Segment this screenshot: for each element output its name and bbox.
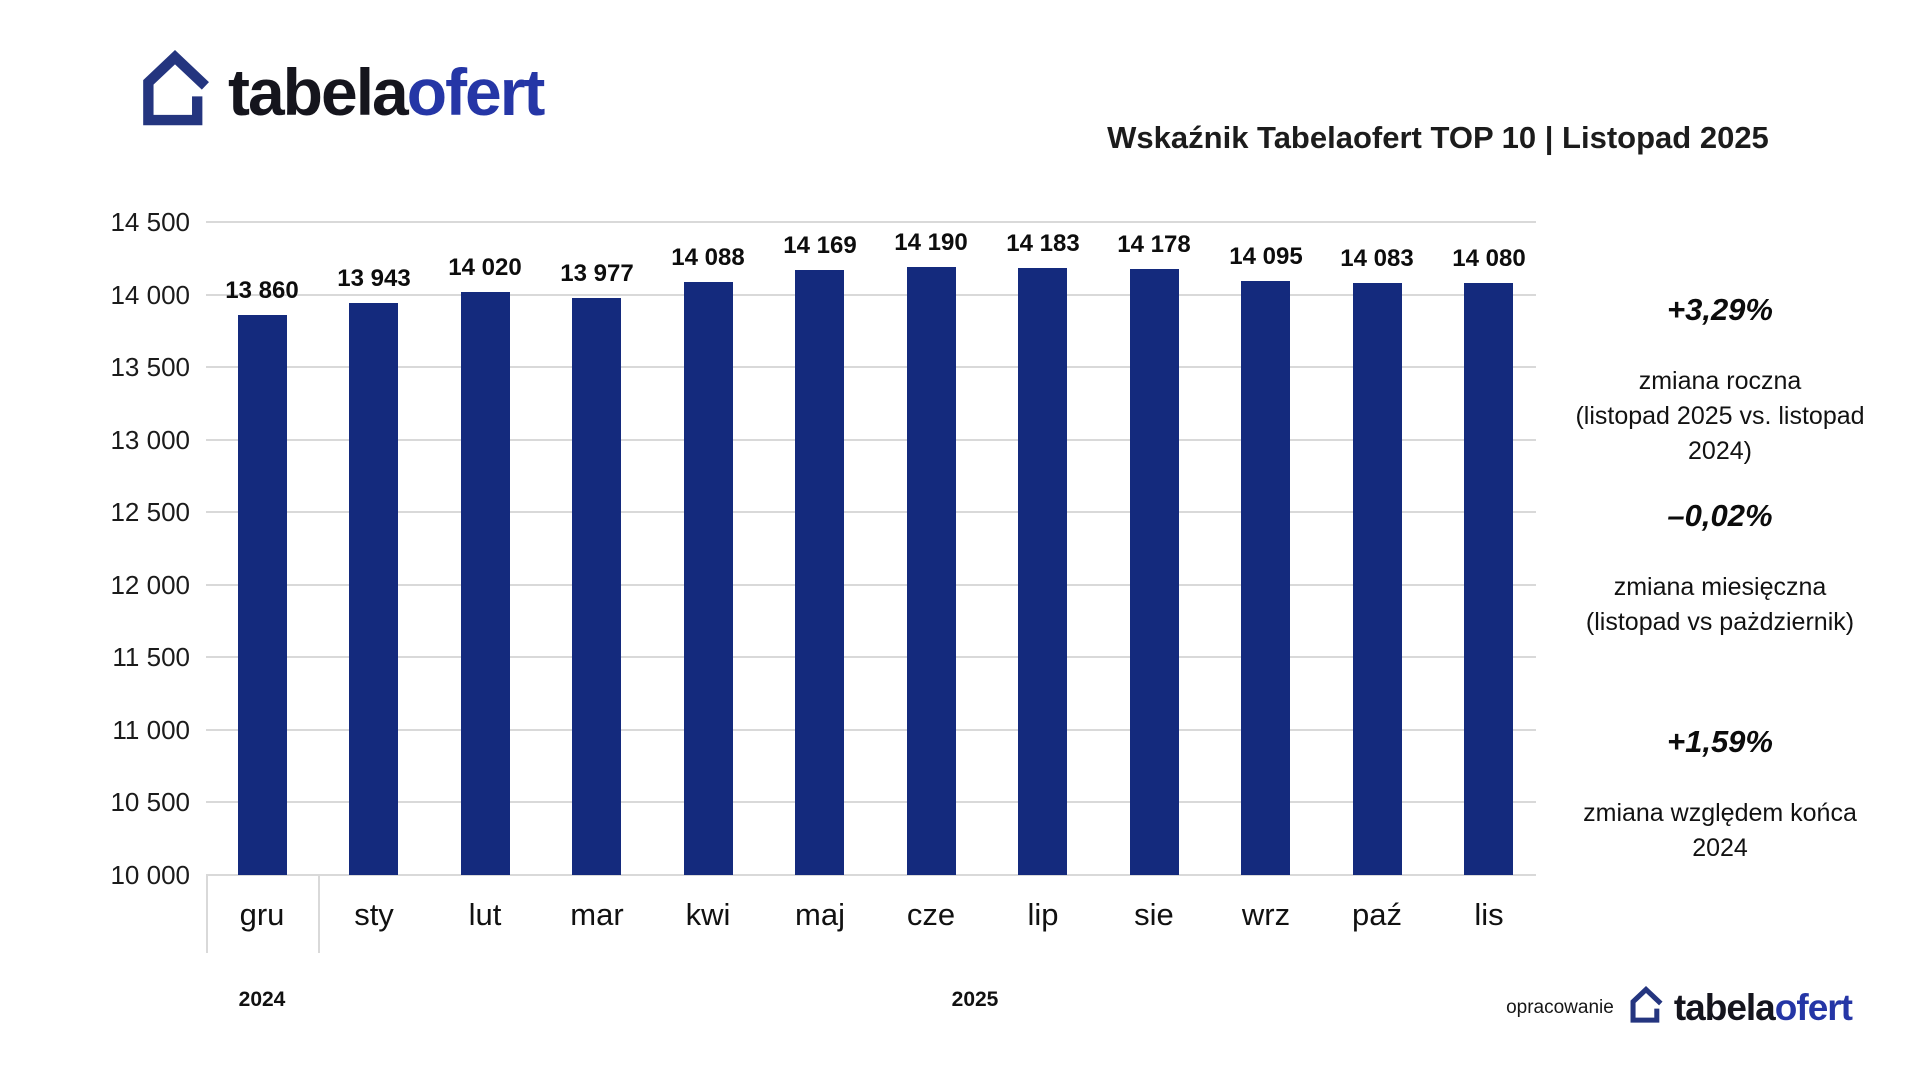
y-axis-tick-label: 13 500: [110, 352, 190, 382]
bar-value-label: 13 977: [560, 260, 634, 287]
stat-ytd-change: +1,59% zmiana względem końca 2024: [1545, 724, 1895, 866]
bar-chart-plot-area: 13 860 13 943 14 020 13 977 14 088 14 169 14 1…: [206, 221, 1536, 876]
bar-lut: [461, 292, 510, 875]
x-axis-month-gru: gru: [239, 897, 285, 932]
bar-mar: [572, 298, 621, 875]
bar-paź: [1353, 283, 1402, 875]
x-axis-month-lis: lis: [1474, 897, 1504, 932]
bar-value-label: 14 178: [1117, 231, 1191, 258]
x-axis-month-wrz: wrz: [1241, 897, 1291, 932]
bar-gru: [238, 315, 287, 875]
brand-word-black: tabela: [228, 54, 409, 129]
gridline: [206, 584, 1536, 586]
x-axis-month-sie: sie: [1134, 897, 1174, 932]
brand-logo: tabelaofert: [138, 48, 545, 135]
brand-word-blue: ofert: [406, 54, 546, 129]
bar-lip: [1018, 268, 1067, 875]
y-axis-tick-label: 10 500: [110, 787, 190, 817]
bar-sie: [1130, 269, 1179, 875]
x-axis-month-lut: lut: [468, 897, 502, 932]
x-axis-month-mar: mar: [570, 897, 624, 932]
y-axis-tick-label: 14 000: [110, 280, 190, 310]
gridline: [206, 294, 1536, 296]
stat-monthly-change: –0,02% zmiana miesięczna (listopad vs pa…: [1545, 498, 1895, 640]
footer-credit: opracowanie tabelaofert: [1506, 985, 1853, 1030]
bar-sty: [349, 303, 398, 875]
month-cell-border: [318, 875, 320, 953]
bar-value-label: 14 190: [894, 229, 968, 256]
bar-value-label: 14 183: [1006, 230, 1080, 257]
stat-monthly-change-value: –0,02%: [1667, 498, 1773, 533]
chart-title: Wskaźnik Tabelaofert TOP 10 | Listopad 2…: [1107, 120, 1769, 155]
gridline: [206, 221, 1536, 223]
y-axis-tick-label: 11 500: [112, 642, 190, 672]
bar-value-label: 14 088: [671, 244, 745, 271]
bar-cze: [907, 267, 956, 875]
bar-lis: [1464, 283, 1513, 875]
y-axis-tick-label: 10 000: [110, 860, 190, 890]
credit-wordmark: tabelaofert: [1673, 987, 1853, 1028]
house-icon-small: [1628, 985, 1664, 1030]
x-axis-month-maj: maj: [795, 897, 845, 932]
credit-word-blue: ofert: [1774, 987, 1853, 1028]
stat-ytd-change-label: zmiana względem końca 2024: [1583, 799, 1857, 862]
x-axis-month-sty: sty: [354, 897, 394, 932]
bar-value-label: 14 095: [1229, 243, 1303, 270]
house-icon: [138, 48, 212, 135]
stat-yearly-change: +3,29% zmiana roczna (listopad 2025 vs. …: [1545, 292, 1895, 469]
gridline: [206, 729, 1536, 731]
brand-wordmark: tabelaofert: [228, 59, 545, 125]
bar-maj: [795, 270, 844, 875]
gridline: [206, 511, 1536, 513]
bar-value-label: 13 860: [225, 277, 299, 304]
month-cell-border: [206, 875, 208, 953]
bar-value-label: 14 080: [1452, 245, 1526, 272]
x-axis-month-paź: paź: [1352, 897, 1402, 932]
year-label-2024: 2024: [238, 988, 286, 1011]
stat-ytd-change-value: +1,59%: [1666, 724, 1773, 759]
bar-value-label: 14 169: [783, 232, 857, 259]
bar-kwi: [684, 282, 733, 875]
credit-label: opracowanie: [1506, 996, 1614, 1018]
year-label-2025: 2025: [951, 988, 999, 1011]
y-axis-tick-label: 14 500: [110, 207, 190, 237]
gridline: [206, 874, 1536, 876]
bar-value-label: 14 083: [1340, 245, 1414, 272]
y-axis-tick-label: 13 000: [110, 425, 190, 455]
gridline: [206, 439, 1536, 441]
y-axis-tick-label: 11 000: [112, 715, 190, 745]
stat-yearly-change-value: +3,29%: [1666, 292, 1773, 327]
gridline: [206, 801, 1536, 803]
bar-wrz: [1241, 281, 1290, 875]
stat-monthly-change-label: zmiana miesięczna (listopad vs pażdziern…: [1585, 573, 1855, 636]
gridline: [206, 366, 1536, 368]
bar-value-label: 13 943: [337, 265, 411, 292]
y-axis-tick-label: 12 500: [110, 497, 190, 527]
x-axis-month-kwi: kwi: [685, 897, 731, 932]
bar-value-label: 14 020: [448, 254, 522, 281]
gridline: [206, 656, 1536, 658]
x-axis-month-lip: lip: [1027, 897, 1059, 932]
x-axis-month-cze: cze: [906, 897, 956, 932]
credit-word-black: tabela: [1673, 987, 1776, 1028]
y-axis-tick-label: 12 000: [110, 570, 190, 600]
stat-yearly-change-label: zmiana roczna (listopad 2025 vs. listopa…: [1575, 367, 1865, 465]
